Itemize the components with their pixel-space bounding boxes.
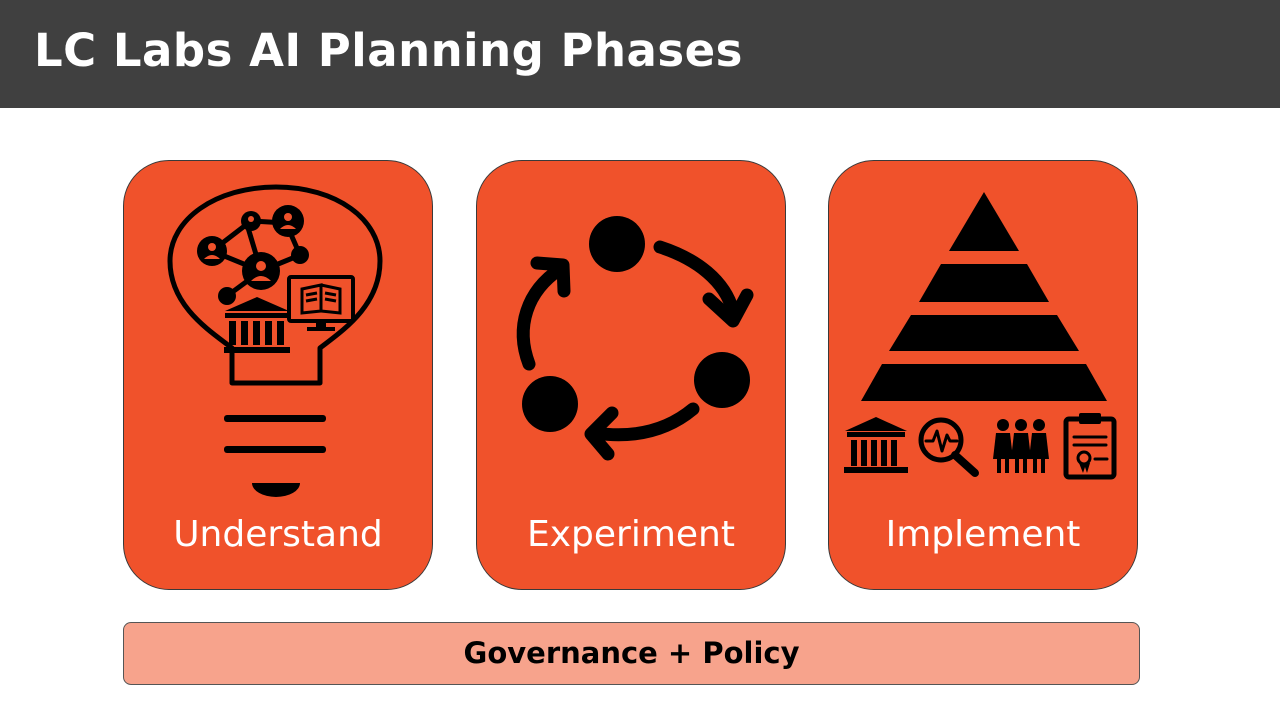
phase-card-experiment: Experiment bbox=[476, 160, 786, 590]
phase-label-experiment: Experiment bbox=[526, 514, 735, 555]
analytics-magnifier-icon bbox=[918, 417, 979, 477]
cycle-arrows-icon bbox=[516, 216, 754, 461]
building-icon bbox=[844, 417, 908, 473]
phase-card-understand: Understand bbox=[123, 160, 433, 590]
governance-policy-bar: Governance + Policy bbox=[123, 622, 1140, 685]
pyramid-icon bbox=[844, 192, 1117, 480]
people-group-icon bbox=[993, 419, 1049, 473]
clipboard-certificate-icon bbox=[1063, 413, 1117, 480]
slide-title: LC Labs AI Planning Phases bbox=[34, 24, 743, 77]
phase-card-implement: Implement bbox=[828, 160, 1138, 590]
lightbulb-network-icon bbox=[167, 184, 383, 497]
phase-label-implement: Implement bbox=[885, 514, 1081, 555]
phase-label-understand: Understand bbox=[173, 514, 383, 555]
title-bar: LC Labs AI Planning Phases bbox=[0, 0, 1280, 108]
governance-policy-label: Governance + Policy bbox=[463, 636, 800, 670]
